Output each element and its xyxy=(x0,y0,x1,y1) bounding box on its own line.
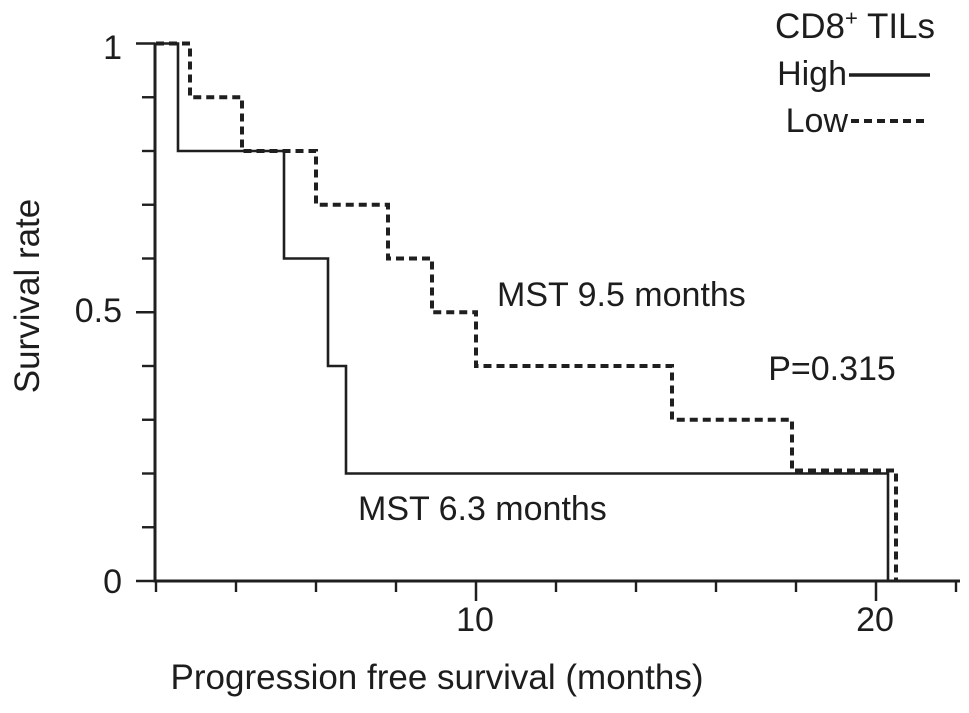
annotation-p-value: P=0.315 xyxy=(768,350,896,388)
legend-label-low: Low xyxy=(785,102,848,140)
legend-line-sample-high xyxy=(849,73,930,77)
annotation-mst-high-group: MST 6.3 months xyxy=(358,490,607,528)
legend: CD8+ TILs High Low xyxy=(740,0,950,145)
legend-title: CD8+ TILs xyxy=(770,5,940,46)
x-tick-label-20: 20 xyxy=(856,601,894,639)
survival-curve-high xyxy=(156,42,890,581)
legend-line-sample-low xyxy=(851,119,929,123)
annotation-mst-low-group: MST 9.5 months xyxy=(497,276,746,314)
legend-title-base: CD8 xyxy=(774,7,845,46)
legend-title-superscript: + xyxy=(845,5,858,31)
x-tick-label-10: 10 xyxy=(456,601,494,639)
legend-label-high: High xyxy=(777,55,847,93)
y-tick-label-0_5: 0.5 xyxy=(74,292,122,330)
y-tick-label-0: 0 xyxy=(103,563,122,601)
y-tick-label-1: 1 xyxy=(103,29,122,67)
x-axis-title: Progression free survival (months) xyxy=(170,658,704,697)
y-axis-title: Survival rate xyxy=(8,198,47,394)
legend-title-rest: TILs xyxy=(857,7,936,46)
